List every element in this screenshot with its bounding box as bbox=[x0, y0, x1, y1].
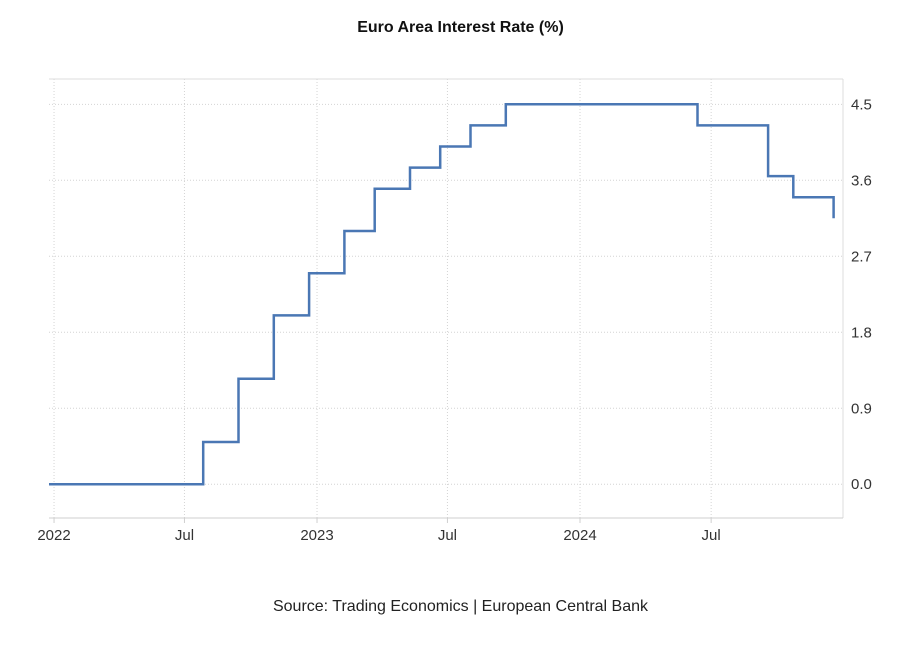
y-tick-label: 3.6 bbox=[851, 172, 872, 189]
series-layer bbox=[49, 103, 835, 486]
x-tick-label: Jul bbox=[438, 527, 457, 544]
interest-rate-series-line bbox=[49, 103, 835, 486]
y-tick-label: 0.9 bbox=[851, 400, 872, 417]
chart-title: Euro Area Interest Rate (%) bbox=[357, 19, 564, 36]
y-tick-label: 2.7 bbox=[851, 248, 872, 265]
y-tick-label: 4.5 bbox=[851, 96, 872, 113]
x-axis-ticks: 2022 Jul 2023 Jul 2024 Jul bbox=[37, 527, 720, 544]
y-tick-label: 1.8 bbox=[851, 324, 872, 341]
y-axis-ticks: 0.0 0.9 1.8 2.7 3.6 4.5 bbox=[851, 96, 872, 493]
axes bbox=[49, 78, 844, 523]
grid bbox=[49, 79, 843, 518]
x-tick-label: 2022 bbox=[37, 527, 70, 544]
x-tick-label: Jul bbox=[702, 527, 721, 544]
x-tick-label: Jul bbox=[175, 527, 194, 544]
y-tick-label: 0.0 bbox=[851, 476, 872, 493]
x-tick-label: 2023 bbox=[300, 527, 333, 544]
x-tick-label: 2024 bbox=[563, 527, 596, 544]
source-caption: Source: Trading Economics | European Cen… bbox=[272, 598, 649, 615]
